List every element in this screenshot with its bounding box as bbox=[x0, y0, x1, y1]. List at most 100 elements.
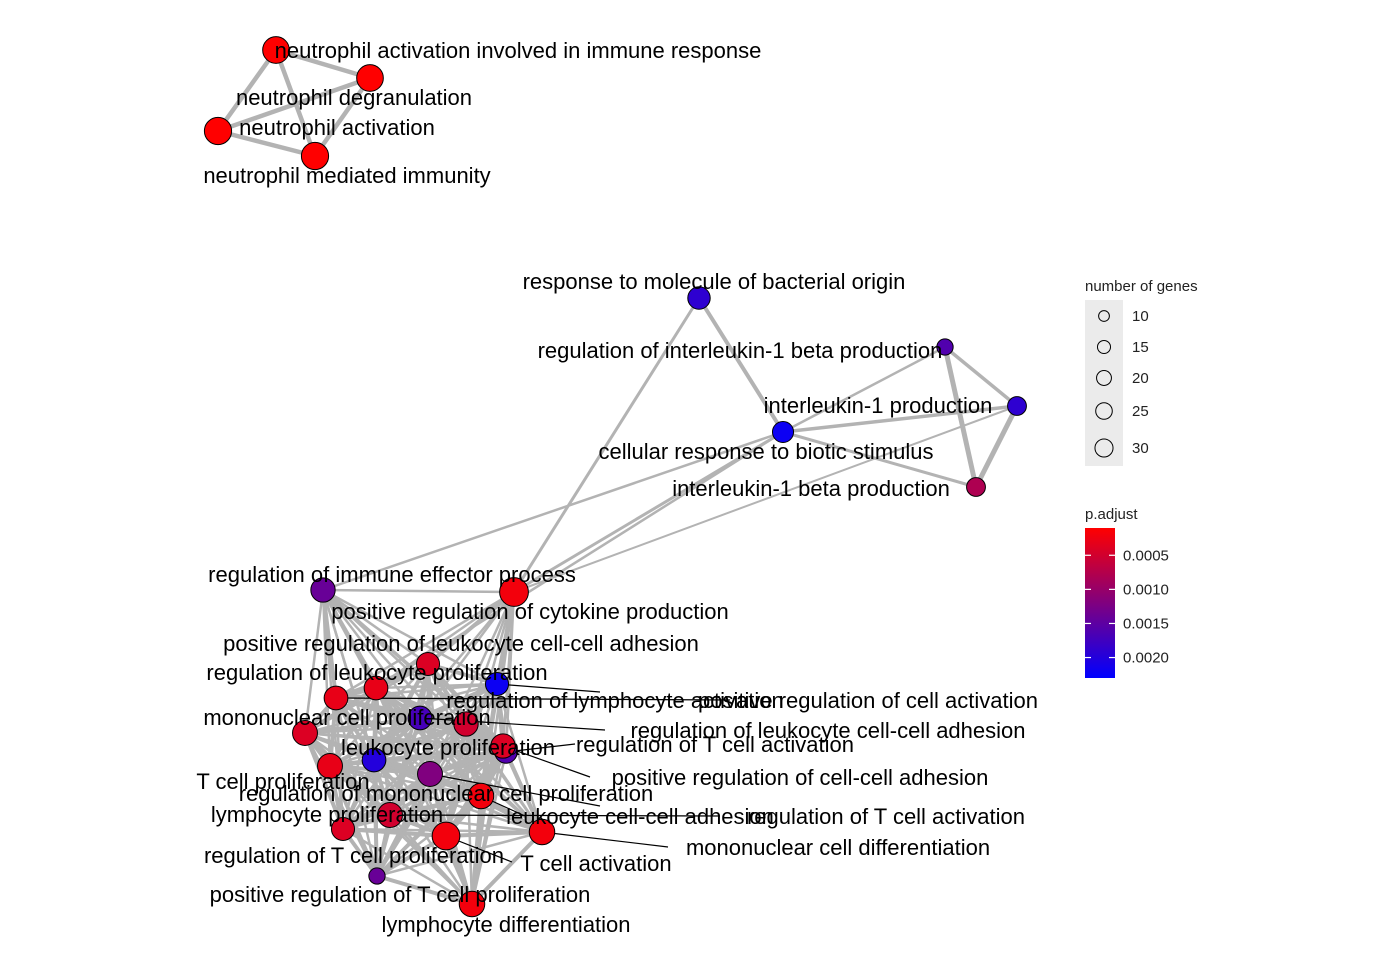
node-neutrophil-activation bbox=[203, 116, 233, 146]
edge bbox=[781, 404, 1019, 434]
size-legend-label: 15 bbox=[1132, 339, 1149, 356]
edge bbox=[328, 716, 422, 768]
label-leader-line bbox=[496, 683, 601, 693]
color-legend-keys: 0.0005 0.0010 0.0015 0.0020 bbox=[1085, 547, 1169, 667]
node-mono-differentiation bbox=[528, 818, 556, 846]
size-legend-label: 10 bbox=[1132, 308, 1149, 325]
node-label-reg-immune-effector: regulation of immune effector process bbox=[208, 562, 576, 587]
node-reg-il1b-production bbox=[936, 338, 954, 356]
edge bbox=[303, 716, 422, 735]
size-legend-keys: 10 15 20 25 30 bbox=[1094, 308, 1149, 458]
label-leader-line bbox=[389, 814, 721, 817]
label-leader-line bbox=[429, 773, 601, 807]
node-label-pos-reg-leuk-adhesion: positive regulation of leukocyte cell-ce… bbox=[223, 631, 699, 656]
node-tcell-prolif bbox=[361, 747, 387, 773]
edge bbox=[215, 47, 279, 134]
color-legend-bar bbox=[1085, 528, 1115, 678]
edge bbox=[321, 588, 430, 666]
node-reg-mono-prolif bbox=[417, 761, 443, 787]
node-reg-leuk-adhesion bbox=[407, 705, 433, 731]
node-lymphocyte-prolif bbox=[317, 753, 343, 779]
color-legend-label: 0.0020 bbox=[1123, 650, 1169, 667]
node-label-neutrophil-activation: neutrophil activation bbox=[239, 115, 435, 140]
node-label-lymphocyte-prolif: lymphocyte proliferation bbox=[211, 802, 443, 827]
edge bbox=[328, 764, 544, 834]
edge bbox=[781, 345, 947, 434]
edge bbox=[328, 764, 474, 906]
edge bbox=[495, 682, 544, 834]
size-legend: number of genes 10 15 20 25 30 bbox=[1085, 278, 1198, 466]
size-legend-key-circle bbox=[1095, 402, 1113, 420]
node-label-reg-leuk-adhesion: regulation of leukocyte cell-cell adhesi… bbox=[630, 718, 1025, 743]
node-leuk-cc-adhesion bbox=[467, 782, 495, 810]
node-label-reg-tcell-act: regulation of T cell activation bbox=[576, 732, 854, 757]
label-layer: neutrophil activation involved in immune… bbox=[196, 38, 1038, 937]
edge bbox=[943, 345, 1019, 408]
edge bbox=[426, 590, 516, 666]
edge bbox=[781, 430, 978, 489]
edge bbox=[372, 758, 448, 838]
leader-line-layer bbox=[335, 683, 731, 863]
edge bbox=[697, 296, 785, 434]
edge bbox=[464, 722, 544, 834]
node-pos-reg-tcell-prolif bbox=[368, 867, 386, 885]
node-label-neutrophil-degranulation: neutrophil degranulation bbox=[236, 85, 472, 110]
size-legend-key-circle bbox=[1096, 339, 1112, 355]
color-legend: p.adjust 0.0005 0.0010 0.0015 0.0020 bbox=[1085, 506, 1169, 678]
color-legend-title: p.adjust bbox=[1085, 506, 1138, 523]
node-label-reg-il1b-production: regulation of interleukin-1 beta product… bbox=[538, 338, 943, 363]
edge bbox=[375, 830, 544, 878]
node-pos-reg-cell-act bbox=[323, 685, 349, 711]
size-legend-label: 25 bbox=[1132, 403, 1149, 420]
size-legend-label: 30 bbox=[1132, 440, 1149, 457]
node-label-pos-reg-tcell-prolif: positive regulation of T cell proliferat… bbox=[210, 882, 591, 907]
color-legend-label: 0.0010 bbox=[1123, 581, 1169, 598]
node-reg-tcell-act-2 bbox=[377, 802, 403, 828]
edge bbox=[321, 430, 785, 592]
node-label-tcell-prolif: T cell proliferation bbox=[196, 769, 369, 794]
color-legend-label: 0.0005 bbox=[1123, 547, 1169, 564]
label-leader-line bbox=[541, 831, 669, 848]
node-label-il1-production: interleukin-1 production bbox=[764, 393, 993, 418]
edge bbox=[334, 590, 516, 700]
node-cellular-response-biotic bbox=[771, 420, 795, 444]
node-label-pos-reg-cytokine: positive regulation of cytokine producti… bbox=[331, 599, 728, 624]
size-legend-title: number of genes bbox=[1085, 278, 1198, 295]
edge bbox=[973, 403, 1020, 490]
edge bbox=[328, 744, 505, 768]
node-lymph-differentiation bbox=[458, 890, 486, 918]
node-label-il1b-production: interleukin-1 beta production bbox=[672, 476, 950, 501]
node-neutrophil-activation-involved bbox=[262, 36, 290, 64]
edge bbox=[512, 296, 701, 594]
node-layer bbox=[203, 36, 1027, 918]
edge bbox=[328, 764, 379, 878]
edge bbox=[321, 588, 332, 768]
node-pos-reg-leuk-adhesion bbox=[415, 651, 441, 677]
edge bbox=[942, 344, 979, 490]
edge bbox=[303, 731, 345, 831]
edge bbox=[334, 682, 499, 700]
node-label-cellular-response-biotic: cellular response to biotic stimulus bbox=[598, 439, 933, 464]
edge bbox=[470, 830, 544, 906]
label-leader-line bbox=[335, 697, 731, 701]
node-pos-reg-cc-adhesion bbox=[490, 733, 516, 759]
node-leukocyte-prolif bbox=[453, 711, 479, 737]
node-label-reg-tcell-prolif: regulation of T cell proliferation bbox=[204, 843, 504, 868]
size-legend-key-circle bbox=[1096, 370, 1112, 386]
edge bbox=[374, 590, 516, 690]
node-label-mono-differentiation: mononuclear cell differentiation bbox=[686, 835, 990, 860]
node-neutrophil-mediated-immunity bbox=[300, 141, 330, 171]
node-label-neutrophil-mediated-immunity: neutrophil mediated immunity bbox=[203, 163, 490, 188]
edge bbox=[321, 588, 422, 720]
size-legend-key-circle bbox=[1098, 310, 1110, 322]
edge bbox=[341, 722, 468, 831]
node-label-pos-reg-cc-adhesion: positive regulation of cell-cell adhesio… bbox=[612, 765, 989, 790]
edge bbox=[501, 590, 516, 748]
node-label-reg-tcell-act-2: regulation of T cell activation bbox=[747, 804, 1025, 829]
edge bbox=[341, 716, 422, 831]
node-label-leukocyte-prolif: leukocyte proliferation bbox=[341, 735, 555, 760]
edge bbox=[328, 722, 468, 768]
edge bbox=[215, 128, 318, 159]
